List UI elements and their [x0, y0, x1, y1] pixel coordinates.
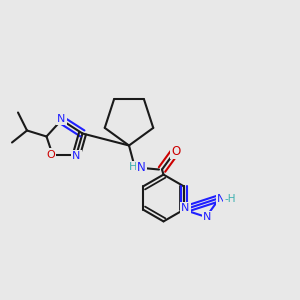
- Text: H: H: [129, 162, 138, 172]
- Text: N: N: [57, 113, 66, 124]
- Text: O: O: [171, 145, 180, 158]
- Text: N: N: [72, 151, 81, 161]
- Text: -H: -H: [224, 194, 236, 205]
- Text: N: N: [203, 212, 212, 222]
- Text: O: O: [46, 149, 56, 160]
- Text: N: N: [181, 203, 190, 213]
- Text: N: N: [217, 194, 226, 205]
- Text: N: N: [137, 161, 146, 174]
